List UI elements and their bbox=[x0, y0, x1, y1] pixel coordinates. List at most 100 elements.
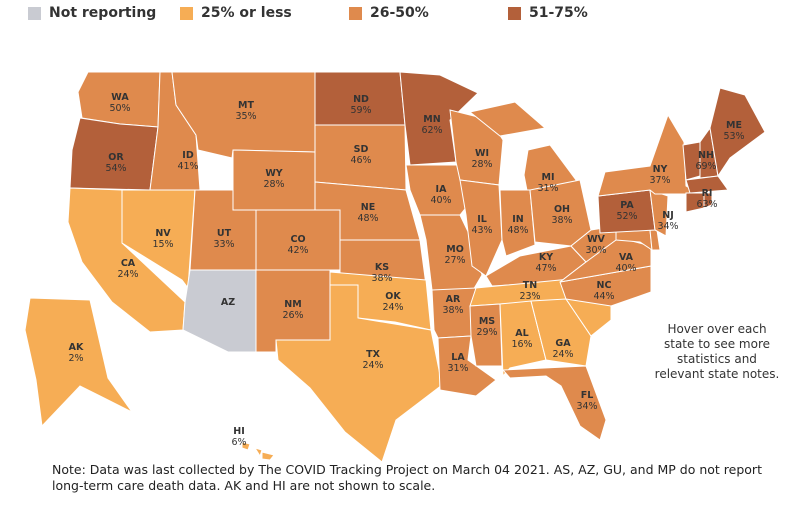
state-label-tn: TN bbox=[523, 280, 537, 291]
state-label-wv: WV bbox=[587, 234, 605, 245]
legend-label: Not reporting bbox=[49, 5, 157, 21]
state-value-tn: 23% bbox=[519, 291, 540, 302]
state-value-ks: 38% bbox=[371, 273, 392, 284]
state-label-or: OR bbox=[108, 152, 124, 163]
state-mi[interactable] bbox=[468, 101, 547, 137]
state-value-ms: 29% bbox=[476, 327, 497, 338]
legend-label: 26-50% bbox=[370, 5, 429, 21]
state-mn[interactable] bbox=[399, 71, 479, 166]
state-label-ky: KY bbox=[539, 252, 553, 263]
state-value-al: 16% bbox=[511, 339, 532, 350]
state-hi[interactable] bbox=[261, 451, 275, 461]
state-label-pa: PA bbox=[620, 200, 634, 211]
legend-swatch bbox=[180, 6, 193, 20]
state-ak[interactable] bbox=[24, 297, 133, 428]
state-label-ny: NY bbox=[653, 164, 668, 175]
state-label-wi: WI bbox=[475, 148, 489, 159]
state-label-co: CO bbox=[290, 234, 305, 245]
state-label-ok: OK bbox=[385, 291, 401, 302]
state-ga[interactable] bbox=[530, 298, 592, 367]
legend-swatch bbox=[508, 6, 521, 20]
state-label-nv: NV bbox=[155, 228, 171, 239]
state-value-oh: 38% bbox=[551, 215, 572, 226]
state-label-id: ID bbox=[182, 150, 194, 161]
state-value-in: 48% bbox=[507, 225, 528, 236]
state-value-mt: 35% bbox=[235, 111, 256, 122]
state-label-nj: NJ bbox=[662, 210, 674, 221]
legend-item-not-reporting: Not reporting bbox=[28, 5, 156, 21]
legend-item-51-75: 51-75% bbox=[508, 5, 588, 21]
state-label-fl: FL bbox=[581, 390, 594, 401]
state-value-pa: 52% bbox=[616, 211, 637, 222]
legend-swatch bbox=[349, 6, 362, 20]
legend-item-25-or-less: 25% or less bbox=[180, 5, 292, 21]
state-value-ny: 37% bbox=[649, 175, 670, 186]
state-mo[interactable] bbox=[419, 214, 483, 293]
state-value-ak: 2% bbox=[68, 353, 83, 364]
state-label-ia: IA bbox=[436, 184, 448, 195]
state-value-wa: 50% bbox=[109, 103, 130, 114]
state-value-ia: 40% bbox=[430, 195, 451, 206]
state-label-mt: MT bbox=[238, 100, 254, 111]
state-ma[interactable] bbox=[685, 175, 729, 194]
state-value-nm: 26% bbox=[282, 310, 303, 321]
state-fl[interactable] bbox=[501, 365, 607, 441]
legend-label: 25% or less bbox=[201, 5, 292, 21]
state-value-nd: 59% bbox=[350, 105, 371, 116]
state-ms[interactable] bbox=[469, 303, 503, 367]
state-al[interactable] bbox=[499, 300, 547, 378]
state-ri[interactable] bbox=[703, 192, 713, 209]
state-label-nd: ND bbox=[353, 94, 369, 105]
state-label-ks: KS bbox=[375, 262, 389, 273]
state-value-co: 42% bbox=[287, 245, 308, 256]
state-label-nh: NH bbox=[698, 150, 714, 161]
state-value-or: 54% bbox=[105, 163, 126, 174]
state-label-ms: MS bbox=[479, 316, 495, 327]
footnote: Note: Data was last collected by The COV… bbox=[52, 462, 762, 493]
state-label-il: IL bbox=[477, 214, 487, 225]
state-value-wy: 28% bbox=[263, 179, 284, 190]
state-value-fl: 34% bbox=[576, 401, 597, 412]
state-value-tx: 24% bbox=[362, 360, 383, 371]
state-label-mi: MI bbox=[542, 172, 555, 183]
state-value-ok: 24% bbox=[382, 302, 403, 313]
state-value-mn: 62% bbox=[421, 125, 442, 136]
state-label-al: AL bbox=[515, 328, 528, 339]
state-label-nc: NC bbox=[597, 280, 612, 291]
state-de[interactable] bbox=[649, 229, 661, 251]
state-label-sd: SD bbox=[354, 144, 369, 155]
state-value-ut: 33% bbox=[213, 239, 234, 250]
state-value-sd: 46% bbox=[350, 155, 371, 166]
state-label-ar: AR bbox=[446, 294, 461, 305]
state-label-va: VA bbox=[619, 252, 634, 263]
state-hi[interactable] bbox=[241, 441, 251, 451]
state-hi[interactable] bbox=[253, 447, 263, 458]
state-value-ri: 63% bbox=[696, 199, 717, 210]
hover-hint: Hover over each state to see more statis… bbox=[654, 322, 780, 381]
state-value-la: 31% bbox=[447, 363, 468, 374]
state-label-wy: WY bbox=[265, 168, 282, 179]
state-label-az: AZ bbox=[221, 297, 235, 308]
state-label-mo: MO bbox=[446, 244, 464, 255]
state-in[interactable] bbox=[499, 189, 536, 257]
state-label-la: LA bbox=[451, 352, 465, 363]
state-value-nh: 69% bbox=[695, 161, 716, 172]
state-label-wa: WA bbox=[111, 92, 129, 103]
state-value-nc: 44% bbox=[593, 291, 614, 302]
state-value-il: 43% bbox=[471, 225, 492, 236]
state-value-va: 40% bbox=[615, 263, 636, 274]
state-label-mn: MN bbox=[423, 114, 440, 125]
state-value-nj: 34% bbox=[657, 221, 678, 232]
state-label-ak: AK bbox=[69, 342, 84, 353]
state-label-ga: GA bbox=[555, 338, 571, 349]
state-az[interactable] bbox=[182, 269, 257, 353]
state-label-ne: NE bbox=[361, 202, 375, 213]
legend-label: 51-75% bbox=[529, 5, 588, 21]
state-tx[interactable] bbox=[275, 284, 443, 463]
state-value-ky: 47% bbox=[535, 263, 556, 274]
state-label-hi: HI bbox=[233, 426, 245, 437]
legend-swatch bbox=[28, 6, 41, 20]
state-value-mo: 27% bbox=[444, 255, 465, 266]
state-value-nv: 15% bbox=[152, 239, 173, 250]
